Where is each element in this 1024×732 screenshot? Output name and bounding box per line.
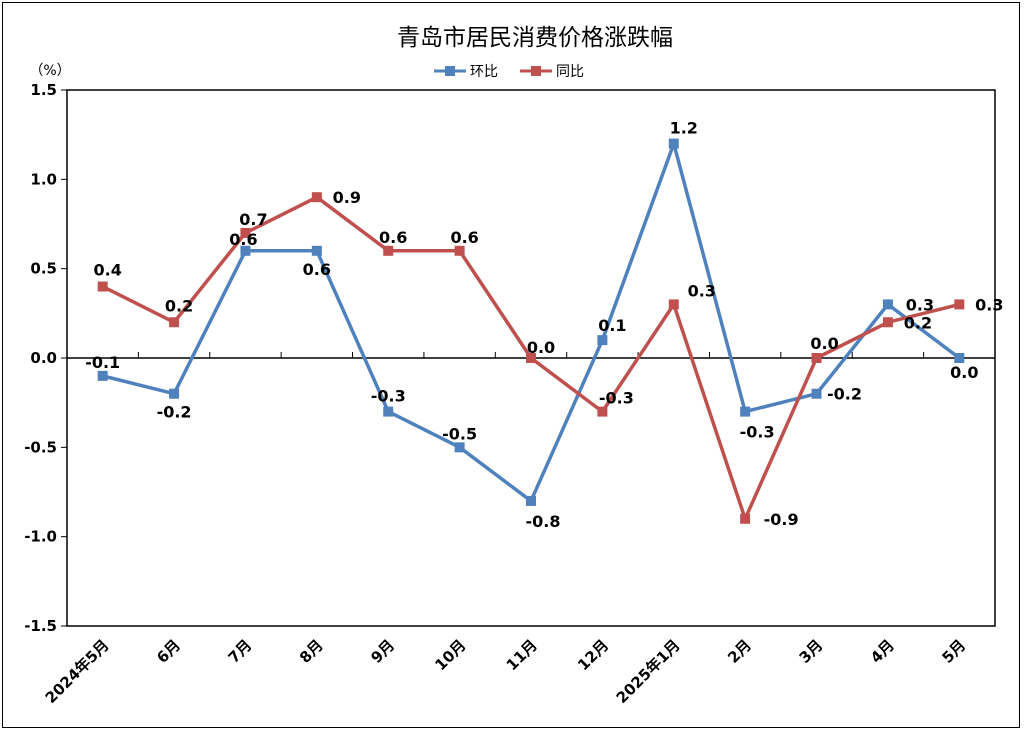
data-label-series-0: 0.6 [303,260,331,279]
data-point-series-1 [240,227,251,238]
data-point-series-0 [597,335,608,346]
y-tick-label: -1.5 [24,617,57,635]
data-label-series-1: 0.6 [450,228,478,247]
data-label-series-0: -0.1 [85,353,120,372]
data-label-series-0: 0.1 [598,316,626,335]
y-tick-label: -0.5 [24,438,57,456]
data-label-series-1: 0.0 [527,338,555,357]
x-tick-label: 12月 [574,636,612,674]
data-labels: -0.1 -0.2 0.6 0.6 -0.3 -0.5 -0.8 0.1 1.2 -0.3 -0.2… [85,119,1003,531]
data-label-series-1: 0.6 [379,228,407,247]
data-point-series-1 [954,299,965,310]
data-label-series-0: -0.2 [827,385,862,404]
x-tick-label: 2025年1月 [613,636,684,707]
y-tick-label: 1.0 [30,170,57,188]
data-point-series-0 [240,245,251,256]
x-tick-label: 11月 [503,636,541,674]
x-tick-label: 10月 [431,636,469,674]
data-label-series-0: 0.6 [229,230,257,249]
x-tick-label: 7月 [225,636,256,667]
y-tick-label: 0.0 [30,349,57,367]
data-point-series-0 [740,406,751,417]
series-lines [97,138,965,524]
x-tick-label: 4月 [867,636,898,667]
data-point-series-1 [97,281,108,292]
legend: 环比 同比 [434,64,584,80]
data-label-series-1: -0.9 [764,510,799,529]
data-label-series-0: -0.3 [740,423,775,442]
data-point-series-1 [383,245,394,256]
x-tick-label: 3月 [796,636,827,667]
data-label-series-1: 0.3 [688,281,716,300]
data-point-series-1 [668,299,679,310]
data-label-series-1: 0.4 [94,261,122,280]
y-tick-label: 1.5 [30,81,57,99]
x-tick-label: 2024年5月 [42,636,113,707]
data-point-series-0 [668,138,679,149]
data-label-series-1: 0.2 [904,313,932,332]
legend-marker-huanbi [445,66,455,76]
data-label-series-1: 0.3 [975,295,1003,314]
data-label-series-0: -0.8 [526,512,561,531]
x-tick-label: 8月 [296,636,327,667]
data-point-series-0 [97,370,108,381]
data-point-series-0 [526,495,536,506]
data-label-series-0: 1.2 [670,119,698,138]
data-label-series-0: -0.5 [442,424,477,443]
data-point-series-1 [811,353,822,363]
data-point-series-0 [383,406,394,417]
data-label-series-0: 0.0 [950,363,978,382]
data-point-series-1 [740,513,751,524]
data-point-series-1 [526,353,536,363]
series-line-0 [102,141,961,503]
data-label-series-1: 0.2 [165,296,193,315]
legend-label-huanbi: 环比 [470,64,498,80]
y-axis-unit: （%） [29,63,70,79]
chart-title: 青岛市居民消费价格涨跌幅 [397,25,673,51]
data-label-series-0: -0.2 [157,403,192,422]
data-point-series-1 [882,317,893,328]
data-point-series-1 [597,406,608,417]
x-tick-label: 5月 [938,636,969,667]
data-point-series-0 [169,388,180,399]
data-point-series-1 [454,245,465,256]
data-label-series-1: 0.0 [810,334,838,353]
data-point-series-1 [169,317,180,328]
data-label-series-1: 0.7 [239,210,267,229]
x-tick-label: 6月 [153,636,184,667]
legend-label-tongbi: 同比 [556,64,584,80]
data-point-series-0 [954,353,965,363]
data-point-series-0 [311,245,322,256]
x-tick-label: 2月 [724,636,755,667]
y-tick-label: -1.0 [24,528,57,546]
data-point-series-0 [454,442,465,453]
data-point-series-0 [882,299,893,310]
legend-marker-tongbi [531,66,541,76]
data-label-series-1: -0.3 [599,389,634,408]
data-label-series-1: 0.9 [333,188,361,207]
data-label-series-0: -0.3 [371,387,406,406]
y-tick-label: 0.5 [30,260,57,278]
data-label-series-0: 0.3 [906,295,934,314]
data-point-series-1 [311,192,322,203]
x-tick-label: 9月 [367,636,398,667]
data-point-series-0 [811,388,822,399]
